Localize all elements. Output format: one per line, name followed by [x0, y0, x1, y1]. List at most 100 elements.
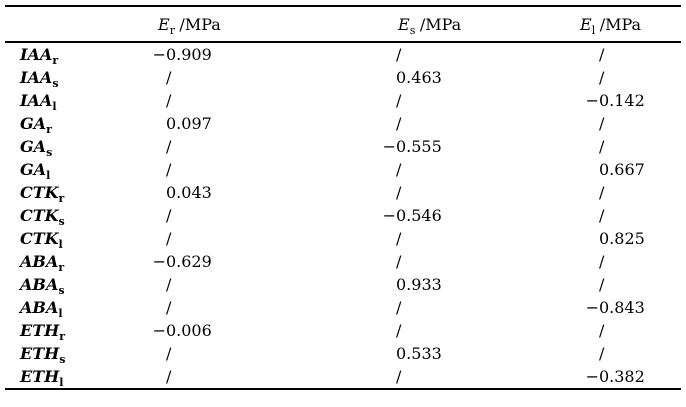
row-label: IAAs: [5, 66, 151, 89]
table-row: IAAs / 0.463 /: [5, 66, 681, 89]
row-label: ABAl: [5, 296, 151, 319]
hormone-subscript: s: [46, 146, 53, 160]
header-er: Er/MPa: [151, 6, 391, 42]
es-value: −0.555: [382, 137, 442, 156]
hormone-subscript: r: [58, 261, 65, 275]
es-symbol: E: [398, 14, 410, 34]
row-label: IAAr: [5, 42, 151, 66]
er-value: 0.097: [166, 114, 212, 133]
table-row: GAl / / 0.667: [5, 158, 681, 181]
el-value: 0.667: [599, 160, 645, 179]
hormone-name: CTK: [20, 229, 59, 248]
row-label: ETHl: [5, 365, 151, 389]
er-value: 0.043: [166, 183, 212, 202]
el-subscript: l: [591, 23, 596, 37]
er-value: −0.629: [152, 252, 212, 271]
er-unit: /MPa: [179, 14, 221, 34]
table-row: ETHl / / −0.382: [5, 365, 681, 389]
es-value: /: [396, 321, 402, 340]
modulus-correlation-table: Er/MPa Es/MPa El/MPa IAAr −0.909 / / IAA…: [5, 5, 681, 390]
hormone-subscript: s: [52, 77, 59, 91]
es-value: /: [396, 183, 402, 202]
es-value: 0.533: [396, 344, 442, 363]
row-label: ABAr: [5, 250, 151, 273]
table-row: ABAr −0.629 / /: [5, 250, 681, 273]
el-value: −0.382: [585, 367, 645, 386]
hormone-subscript: r: [58, 192, 65, 206]
hormone-name: GA: [20, 114, 47, 133]
hormone-subscript: s: [59, 353, 66, 367]
hormone-name: ETH: [20, 367, 60, 386]
el-value: /: [599, 252, 605, 271]
el-value: /: [599, 45, 605, 64]
hormone-subscript: s: [58, 215, 65, 229]
el-symbol: E: [580, 14, 592, 34]
es-value: /: [396, 114, 402, 133]
es-unit: /MPa: [419, 14, 462, 34]
er-value: /: [166, 229, 172, 248]
es-value: 0.463: [396, 68, 442, 87]
hormone-subscript: l: [46, 169, 51, 183]
hormone-subscript: r: [59, 330, 66, 344]
el-value: −0.843: [585, 298, 645, 317]
hormone-name: ABA: [20, 275, 59, 294]
hormone-subscript: r: [46, 123, 52, 137]
table-row: ETHr −0.006 / /: [5, 319, 681, 342]
row-label: ETHs: [5, 342, 151, 365]
hormone-name: CTK: [20, 206, 59, 225]
row-label: ETHr: [5, 319, 151, 342]
el-value: 0.825: [599, 229, 645, 248]
er-symbol: E: [158, 14, 170, 34]
el-value: /: [599, 183, 605, 202]
hormone-name: CTK: [20, 183, 59, 202]
es-value: /: [396, 91, 402, 110]
er-value: /: [166, 91, 172, 110]
es-value: /: [396, 252, 402, 271]
header-empty-cell: [5, 6, 151, 42]
header-es: Es/MPa: [391, 6, 575, 42]
table-body: IAAr −0.909 / / IAAs / 0.463 / IAAl / / …: [5, 42, 681, 389]
el-value: /: [599, 275, 605, 294]
table-row: ETHs / 0.533 /: [5, 342, 681, 365]
hormone-name: IAA: [20, 68, 53, 87]
el-value: /: [599, 137, 605, 156]
es-value: /: [396, 45, 402, 64]
header-el: El/MPa: [575, 6, 681, 42]
es-value: /: [396, 298, 402, 317]
table-row: GAs / −0.555 /: [5, 135, 681, 158]
hormone-subscript: s: [58, 284, 65, 298]
er-value: −0.909: [152, 45, 212, 64]
row-label: ABAs: [5, 273, 151, 296]
er-value: −0.006: [152, 321, 212, 340]
el-value: /: [599, 68, 605, 87]
el-value: /: [599, 206, 605, 225]
row-label: CTKl: [5, 227, 151, 250]
es-value: −0.546: [382, 206, 442, 225]
hormone-subscript: l: [58, 238, 63, 252]
er-value: /: [166, 275, 172, 294]
table-row: IAAl / / −0.142: [5, 89, 681, 112]
er-value: /: [166, 137, 172, 156]
row-label: GAs: [5, 135, 151, 158]
row-label: CTKr: [5, 181, 151, 204]
hormone-subscript: l: [59, 376, 64, 390]
er-value: /: [166, 160, 172, 179]
hormone-name: GA: [20, 160, 47, 179]
er-subscript: r: [169, 23, 175, 37]
hormone-name: GA: [20, 137, 47, 156]
hormone-subscript: r: [52, 54, 59, 68]
el-value: −0.142: [585, 91, 645, 110]
er-value: /: [166, 367, 172, 386]
table-row: GAr 0.097 / /: [5, 112, 681, 135]
hormone-name: ETH: [20, 321, 60, 340]
el-value: /: [599, 114, 605, 133]
hormone-name: ETH: [20, 344, 60, 363]
table-row: CTKs / −0.546 /: [5, 204, 681, 227]
er-value: /: [166, 68, 172, 87]
table-row: ABAl / / −0.843: [5, 296, 681, 319]
row-label: GAr: [5, 112, 151, 135]
er-value: /: [166, 298, 172, 317]
table-row: CTKr 0.043 / /: [5, 181, 681, 204]
hormone-name: ABA: [20, 298, 59, 317]
hormone-name: ABA: [20, 252, 59, 271]
